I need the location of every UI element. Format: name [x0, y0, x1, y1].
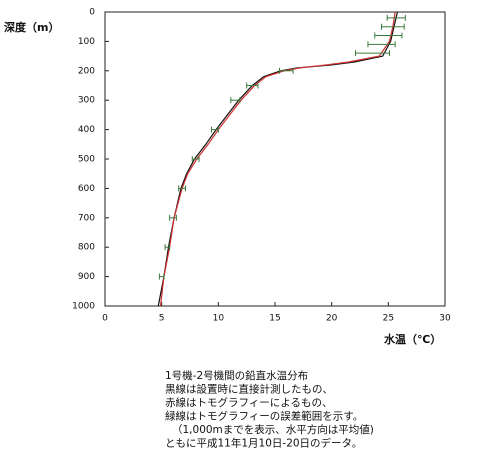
x-tick-label: 15: [269, 314, 280, 324]
x-tick-label: 30: [439, 314, 451, 324]
y-tick-label: 500: [78, 155, 95, 165]
caption-line: 黒線は設置時に直接計測したもの、: [165, 383, 333, 396]
x-tick-label: 20: [326, 314, 338, 324]
y-axis-label: 深度（m）: [4, 20, 59, 34]
y-tick-label: 900: [78, 272, 95, 282]
y-tick-label: 800: [78, 243, 95, 253]
caption-line: （1,000mまでを表示、水平方向は平均値): [172, 423, 374, 436]
caption-line: 1号機-2号機間の鉛直水温分布: [165, 369, 308, 382]
x-axis-label: 水温（℃）: [384, 332, 441, 346]
y-tick-label: 1000: [72, 302, 95, 312]
y-tick-label: 200: [78, 66, 95, 76]
y-tick-label: 700: [78, 213, 95, 223]
series-line: [159, 11, 396, 307]
caption-line: 緑線はトモグラフィーの誤差範囲を示す。: [165, 410, 363, 423]
caption-line: ともに平成11年1月10日-20日のデータ。: [165, 437, 362, 450]
x-tick-label: 25: [383, 314, 394, 324]
x-tick-label: 10: [213, 314, 225, 324]
y-tick-label: 0: [89, 8, 95, 18]
y-tick-label: 100: [78, 37, 95, 47]
caption-line: 赤線はトモグラフィーによるもの、: [165, 396, 332, 409]
y-tick-label: 600: [78, 184, 95, 194]
y-tick-label: 300: [78, 96, 95, 106]
x-tick-label: 0: [102, 314, 108, 324]
plot-frame: [104, 11, 446, 307]
x-tick-label: 5: [159, 314, 165, 324]
y-tick-label: 400: [78, 125, 95, 135]
